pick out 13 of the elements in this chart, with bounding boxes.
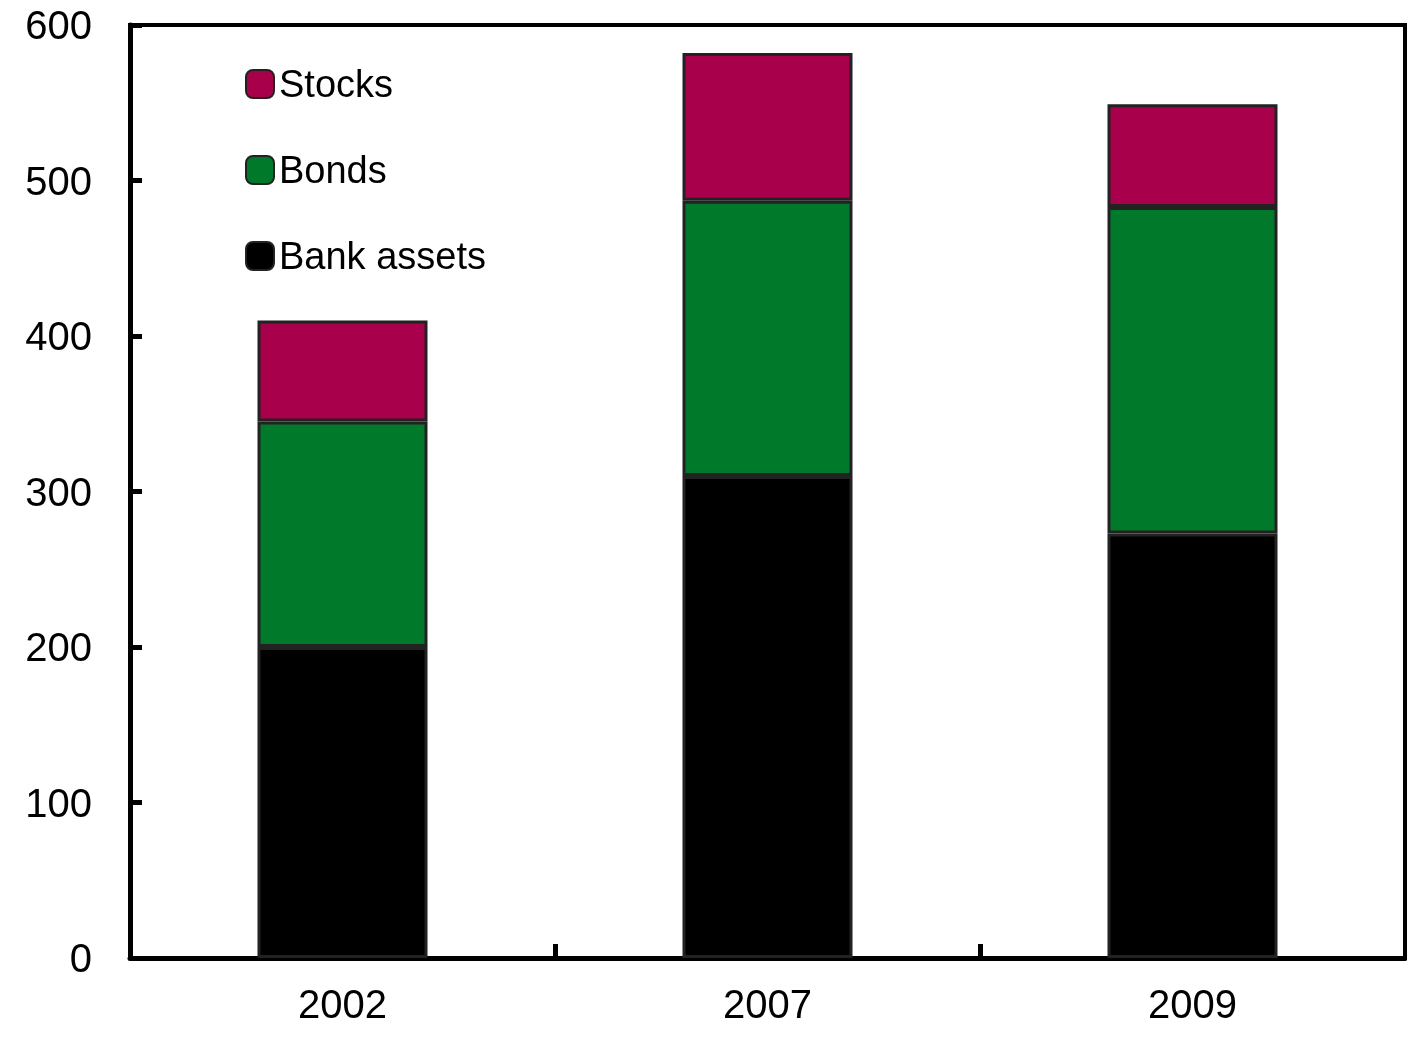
y-tick-label: 400 xyxy=(25,314,92,358)
x-tick-label: 2007 xyxy=(723,982,812,1026)
y-tick-label: 100 xyxy=(25,780,92,825)
y-tick-label: 300 xyxy=(25,469,92,514)
y-tick-label: 500 xyxy=(25,158,92,203)
y-tick-label: 600 xyxy=(25,3,92,47)
legend-label: Stocks xyxy=(279,63,394,105)
legend-label: Bonds xyxy=(279,149,387,191)
x-tick-label: 2009 xyxy=(1148,982,1237,1026)
y-tick-label: 0 xyxy=(69,936,92,980)
x-tick-label: 2002 xyxy=(298,982,387,1026)
legend-label: Bank assets xyxy=(279,235,486,277)
y-tick-label: 200 xyxy=(25,625,92,669)
